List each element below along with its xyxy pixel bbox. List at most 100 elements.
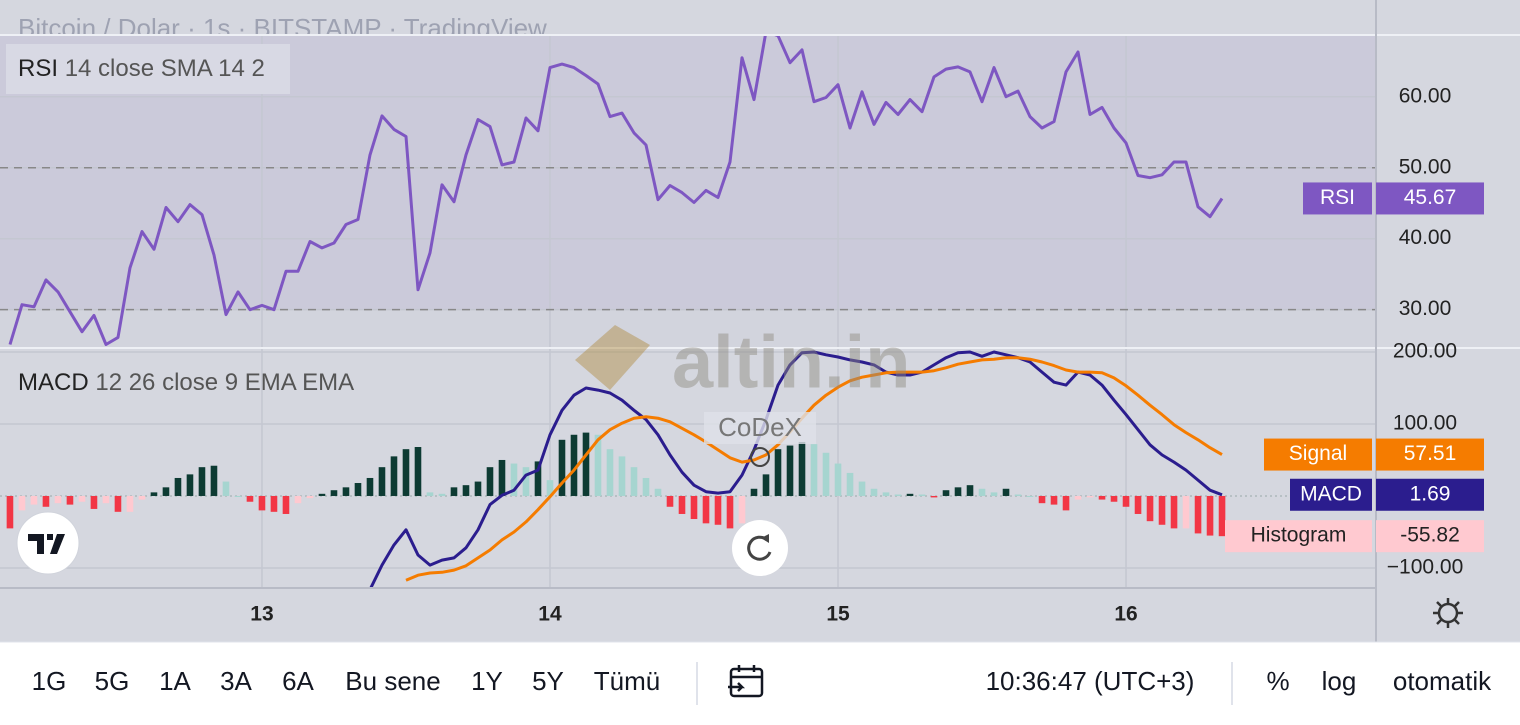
histogram-bar — [846, 472, 854, 496]
histogram-bar — [462, 485, 470, 496]
badge-value-box — [1376, 438, 1484, 471]
histogram-bar — [714, 495, 722, 525]
histogram-bar — [630, 467, 638, 496]
histogram-bar — [834, 463, 842, 496]
histogram-bar — [1146, 495, 1154, 522]
histogram-bar — [990, 492, 998, 496]
logo-circle[interactable] — [16, 511, 80, 575]
watermark-logo — [575, 325, 650, 390]
histogram-bar — [402, 449, 410, 496]
range-button[interactable]: 1A — [159, 666, 191, 696]
histogram-bar — [78, 495, 86, 502]
calendar-icon[interactable] — [729, 667, 764, 698]
x-tick-label: 16 — [1114, 603, 1137, 626]
date-range-button[interactable] — [728, 665, 764, 698]
histogram-bar — [258, 495, 266, 511]
histogram-bar — [474, 481, 482, 496]
gear-icon[interactable] — [1437, 602, 1459, 624]
y-tick-label: 200.00 — [1393, 340, 1457, 363]
histogram-bar — [426, 492, 434, 496]
histogram-bar — [1026, 495, 1034, 497]
histogram-bar — [42, 495, 50, 507]
histogram-bar — [270, 495, 278, 512]
watermark-tag: CoDeX — [718, 412, 802, 442]
calendar-lines — [728, 665, 762, 692]
range-button[interactable]: 3A — [220, 666, 252, 696]
histogram-bar — [786, 445, 794, 496]
badge-name: Histogram — [1251, 524, 1347, 547]
range-button[interactable]: 1G — [32, 666, 67, 696]
histogram-bar — [234, 495, 242, 497]
x-tick-label: 13 — [250, 603, 273, 626]
histogram-bar — [954, 487, 962, 496]
histogram-bar — [702, 495, 710, 524]
badge-value: 45.67 — [1404, 186, 1457, 209]
range-button[interactable]: 5Y — [532, 666, 564, 696]
histogram-bar — [534, 461, 542, 496]
logo-mark — [28, 534, 65, 554]
histogram-bar — [390, 456, 398, 496]
histogram-bar — [1158, 495, 1166, 525]
histogram-bar — [150, 492, 158, 496]
histogram-bar — [198, 467, 206, 496]
range-button[interactable]: 6A — [282, 666, 314, 696]
histogram-bar — [306, 495, 314, 499]
series-line — [8, 35, 1224, 346]
rsi-legend-box — [6, 44, 290, 94]
histogram-bar — [1098, 495, 1106, 500]
series-line — [405, 356, 1223, 582]
range-button[interactable]: 5G — [95, 666, 130, 696]
tradingview-logo[interactable] — [16, 511, 80, 575]
histogram-bar — [882, 492, 890, 496]
macd-plot — [0, 348, 1376, 588]
histogram-bar — [18, 495, 26, 511]
histogram-bar — [582, 432, 590, 496]
histogram-bar — [570, 434, 578, 496]
histogram-bar — [438, 493, 446, 496]
histogram-bar — [762, 474, 770, 496]
y-tick-label: 40.00 — [1399, 226, 1452, 249]
histogram-bar — [690, 495, 698, 520]
histogram-bar — [906, 493, 914, 496]
histogram-bar — [1062, 495, 1070, 511]
legend-name: MACD — [18, 369, 89, 396]
histogram-bar — [6, 495, 14, 529]
range-button[interactable]: Bu sene — [345, 666, 440, 696]
badge-value-box — [1376, 478, 1484, 511]
scale-option[interactable]: log — [1322, 666, 1357, 696]
histogram-bar — [498, 459, 506, 496]
histogram-bar — [1218, 495, 1226, 537]
badge-name: RSI — [1320, 186, 1355, 209]
badge-value-box — [1376, 520, 1484, 553]
histogram-bar — [162, 487, 170, 496]
histogram-bar — [378, 467, 386, 496]
histogram-bar — [594, 434, 602, 496]
histogram-bar — [210, 465, 218, 496]
crosshair-marker — [750, 447, 770, 467]
legend-params: 12 26 close 9 EMA EMA — [95, 369, 354, 396]
histogram-bar — [978, 488, 986, 496]
range-button[interactable]: 1Y — [471, 666, 503, 696]
histogram-bar — [414, 447, 422, 496]
histogram-bar — [486, 467, 494, 496]
histogram-bar — [294, 495, 302, 504]
scale-option[interactable]: otomatik — [1393, 666, 1492, 696]
macd-legend: MACD 12 26 close 9 EMA EMA — [18, 369, 354, 396]
scale-option[interactable]: % — [1266, 666, 1289, 696]
histogram-bar — [558, 439, 566, 496]
settings-button[interactable] — [1433, 598, 1463, 628]
reset-button[interactable] — [732, 520, 788, 576]
histogram-bar — [918, 494, 926, 496]
histogram-bar — [1110, 495, 1118, 502]
range-button[interactable]: Tümü — [594, 666, 660, 696]
histogram-bar — [930, 495, 938, 498]
histogram-bar — [1170, 495, 1178, 529]
badge-value: 1.69 — [1410, 482, 1451, 505]
histogram-bar — [222, 481, 230, 496]
reset-circle[interactable] — [732, 520, 788, 576]
histogram-bar — [738, 495, 746, 524]
histogram-bar — [510, 463, 518, 496]
histogram-bar — [318, 493, 326, 496]
tag-box — [704, 412, 816, 444]
